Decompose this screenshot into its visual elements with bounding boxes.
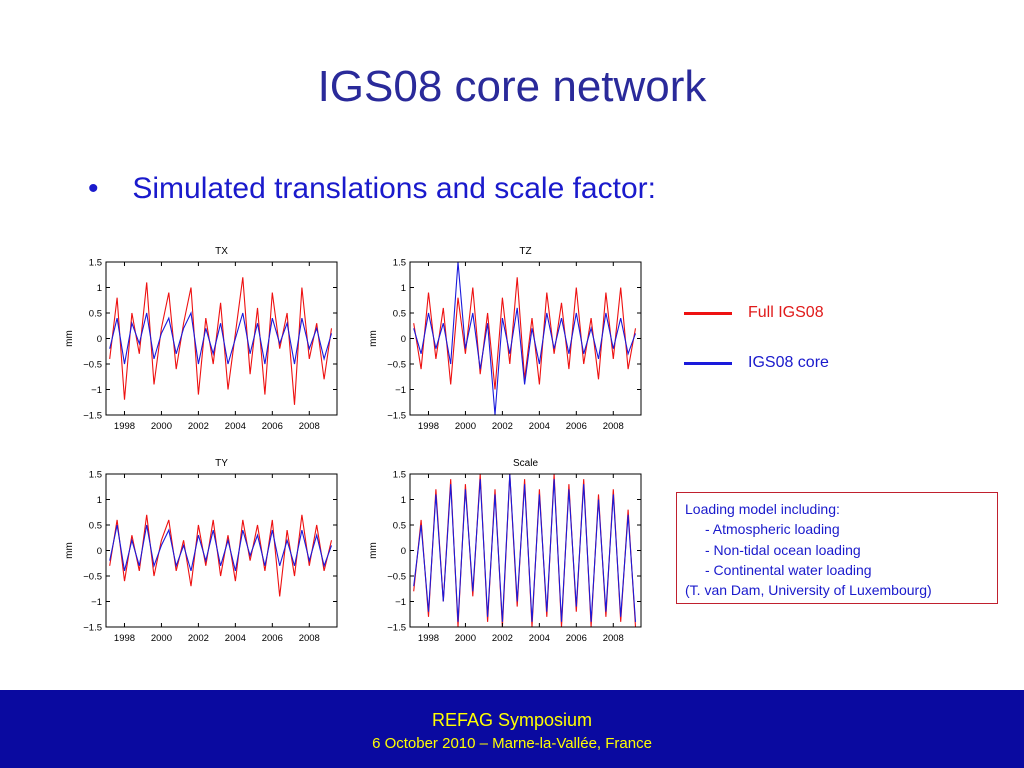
y-tick-label: 1.5	[89, 258, 102, 269]
x-tick-label: 2004	[529, 633, 550, 644]
y-tick-label: 1	[97, 495, 102, 506]
legend-label-core: IGS08 core	[748, 354, 829, 371]
y-tick-label: −1.5	[387, 411, 406, 422]
x-tick-label: 2002	[492, 421, 513, 432]
note-heading: Loading model including:	[685, 501, 840, 517]
x-tick-label: 2006	[262, 421, 283, 432]
x-tick-label: 2008	[603, 421, 624, 432]
chart-title: Scale	[513, 458, 538, 469]
y-axis-label: mm	[64, 542, 75, 559]
x-tick-label: 2008	[299, 633, 320, 644]
x-tick-label: 2000	[455, 633, 476, 644]
x-tick-label: 2002	[492, 633, 513, 644]
y-tick-label: −0.5	[387, 572, 406, 583]
x-tick-label: 2006	[566, 421, 587, 432]
chart-tx: TX mm 1.5 1 0.5 0 −0.5 −1 −1.5 1998 2000 2002 2004 20…	[60, 240, 350, 440]
footer-title: REFAG Symposium	[431, 710, 593, 730]
y-tick-label: 0	[401, 546, 406, 557]
x-tick-label: 2008	[603, 633, 624, 644]
chart-svg: TX mm 1.5 1 0.5 0 −0.5 −1 −1.5 1998 2000 2002 2004 20…	[64, 246, 338, 432]
chart-svg: TY mm 1.5 1 0.5 0 −0.5 −1 −1.5 1998 2000 2002 2004 20…	[64, 458, 338, 644]
chart-scale: Scale mm 1.5 1 0.5 0 −0.5 −1 −1.5 1998 2000 2002 200…	[364, 452, 654, 652]
slide-title: IGS08 core network	[317, 62, 707, 111]
series-line-full-igs08	[413, 473, 637, 628]
y-tick-label: −0.5	[83, 360, 102, 371]
x-tick-label: 1998	[114, 633, 135, 644]
y-tick-label: 1.5	[393, 258, 406, 269]
y-tick-label: 0	[401, 334, 406, 345]
x-tick-label: 2008	[299, 421, 320, 432]
y-tick-label: −1	[91, 597, 102, 608]
y-tick-label: 0.5	[393, 521, 406, 532]
footer-subtitle: 6 October 2010 – Marne-la-Vallée, France	[372, 735, 652, 752]
bullet-text: Simulated translations and scale factor:	[132, 172, 656, 205]
x-tick-label: 2002	[188, 421, 209, 432]
y-tick-label: −0.5	[83, 572, 102, 583]
y-tick-label: 0	[97, 334, 102, 345]
bullet-icon: •	[88, 172, 99, 205]
x-tick-label: 2004	[225, 421, 246, 432]
series-line-igs08-core	[109, 524, 333, 572]
y-axis-label: mm	[368, 330, 379, 347]
y-axis-label: mm	[368, 542, 379, 559]
y-tick-label: 0.5	[393, 309, 406, 320]
y-axis-label: mm	[64, 330, 75, 347]
series-line-igs08-core	[413, 473, 637, 622]
y-tick-label: −1.5	[83, 623, 102, 634]
loading-model-note: Loading model including: - Atmospheric l…	[676, 492, 998, 604]
x-tick-label: 1998	[418, 633, 439, 644]
x-tick-label: 2000	[455, 421, 476, 432]
plot-frame	[105, 473, 338, 628]
y-tick-label: 0.5	[89, 309, 102, 320]
x-tick-label: 2000	[151, 633, 172, 644]
y-tick-label: −1.5	[387, 623, 406, 634]
series-line-igs08-core	[413, 261, 637, 416]
x-tick-label: 2006	[566, 633, 587, 644]
y-tick-label: −1.5	[83, 411, 102, 422]
x-tick-label: 1998	[418, 421, 439, 432]
y-tick-label: 0	[97, 546, 102, 557]
x-tick-label: 2006	[262, 633, 283, 644]
chart-svg: Scale mm 1.5 1 0.5 0 −0.5 −1 −1.5 1998 2000 2002 200…	[368, 458, 642, 644]
legend-item-full: Full IGS08	[684, 300, 924, 326]
legend-label-full: Full IGS08	[748, 304, 824, 321]
y-tick-label: 1	[401, 495, 406, 506]
note-item: - Non-tidal ocean loading	[705, 541, 861, 558]
y-tick-label: −0.5	[387, 360, 406, 371]
y-tick-label: 1.5	[393, 470, 406, 481]
series-line-igs08-core	[109, 311, 333, 365]
y-tick-label: 1	[97, 283, 102, 294]
legend-item-core: IGS08 core	[684, 350, 924, 376]
chart-title: TY	[215, 458, 228, 469]
note-item: - Continental water loading	[705, 561, 872, 578]
series-line-full-igs08	[109, 514, 333, 597]
x-tick-label: 2000	[151, 421, 172, 432]
y-tick-label: 1	[401, 283, 406, 294]
chart-title: TX	[215, 246, 228, 257]
legend-swatch-full	[684, 311, 732, 315]
chart-title: TZ	[519, 246, 531, 257]
note-item: - Atmospheric loading	[705, 521, 840, 538]
y-tick-label: 0.5	[89, 521, 102, 532]
y-tick-label: −1	[395, 597, 406, 608]
x-tick-label: 2004	[529, 421, 550, 432]
series-line-full-igs08	[109, 277, 333, 405]
x-tick-label: 1998	[114, 421, 135, 432]
chart-ty: TY mm 1.5 1 0.5 0 −0.5 −1 −1.5 1998 2000 2002 2004 20…	[60, 452, 350, 652]
x-tick-label: 2002	[188, 633, 209, 644]
y-tick-label: −1	[91, 385, 102, 396]
footer-bar: REFAG Symposium 6 October 2010 – Marne-l…	[0, 690, 1024, 768]
plot-frame	[409, 261, 642, 416]
note-credit: (T. van Dam, University of Luxembourg)	[685, 582, 932, 599]
chart-svg: TZ mm 1.5 1 0.5 0 −0.5 −1 −1.5 1998 2000 2002 2004 20…	[368, 246, 642, 432]
chart-legend: Full IGS08 IGS08 core	[684, 300, 924, 400]
legend-swatch-core	[684, 361, 732, 365]
x-tick-label: 2004	[225, 633, 246, 644]
bullet-item: • Simulated translations and scale facto…	[88, 172, 656, 206]
chart-tz: TZ mm 1.5 1 0.5 0 −0.5 −1 −1.5 1998 2000 2002 2004 20…	[364, 240, 654, 440]
y-tick-label: −1	[395, 385, 406, 396]
y-tick-label: 1.5	[89, 470, 102, 481]
